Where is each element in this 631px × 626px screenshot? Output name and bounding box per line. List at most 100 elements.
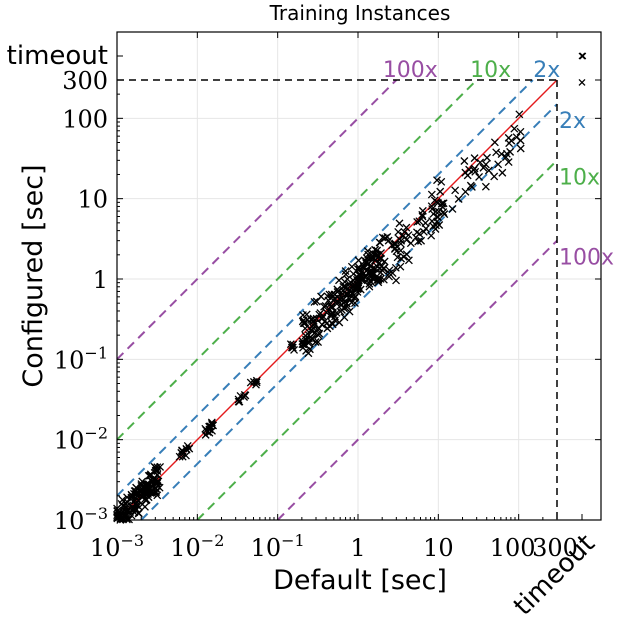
data-point-stroke [341,267,350,276]
data-point-stroke [349,282,358,291]
data-point-stroke [427,231,436,240]
data-point [363,247,372,255]
data-point [515,110,524,119]
data-point [394,228,403,236]
data-point-stroke [391,239,400,248]
data-point-stroke [402,236,411,244]
data-point-stroke [343,275,352,283]
data-point [516,127,525,136]
data-point-stroke [490,172,499,181]
data-point [328,308,337,317]
data-point [431,225,440,233]
data-point [418,210,427,219]
data-point [378,233,387,242]
data-point [152,488,161,496]
data-point-stroke [132,504,140,513]
data-point-stroke [471,167,480,176]
data-point-stroke [434,207,443,216]
diagonal-label-upper: 2x [533,58,560,83]
data-point-stroke [516,144,525,153]
data-point-stroke [303,315,312,324]
data-point-stroke [327,302,336,311]
data-point [319,312,328,321]
axis-ticks [116,32,601,521]
data-point-stroke [314,338,323,347]
data-point-stroke [431,225,440,233]
data-point-stroke [433,213,442,222]
data-point-stroke [415,217,424,226]
data-point [507,136,516,145]
data-point-stroke [347,262,356,271]
data-point-stroke [122,515,131,524]
data-point-stroke [345,279,353,288]
data-point-stroke [236,391,245,400]
data-point-stroke [354,263,363,272]
data-point-stroke [151,474,159,483]
data-point [328,320,337,329]
data-point [373,246,382,255]
data-point [327,290,336,299]
data-point [385,272,394,281]
data-point-stroke [395,219,404,228]
data-point-stroke [332,297,341,306]
y-tick-label: 100 [62,105,108,133]
data-point-stroke [310,297,319,306]
data-point-stroke [141,502,149,511]
data-points [113,52,587,524]
data-point [404,231,413,240]
data-point-stroke [470,164,479,173]
diagonal-label-upper: 100x [383,58,438,83]
data-point [396,246,405,255]
data-point-stroke [412,228,421,237]
data-point-stroke [460,157,469,165]
data-point-stroke [506,147,515,156]
data-point-stroke [334,286,343,295]
data-point-stroke [324,296,333,305]
data-point [246,378,255,387]
data-point [406,239,415,248]
data-point [367,271,376,280]
data-point-stroke [470,154,479,163]
data-point-stroke [144,471,153,480]
data-point [467,182,476,191]
y-tick-label: 10−1 [54,343,108,374]
data-point-stroke [132,489,141,498]
data-point [304,331,313,340]
data-point [205,422,214,431]
data-point-stroke [428,217,436,226]
data-point-stroke [377,254,385,263]
data-point [510,124,519,133]
data-point [234,397,243,406]
data-point-stroke [309,314,318,323]
data-point-stroke [311,338,320,346]
data-point-stroke [397,254,406,263]
data-point-stroke [504,158,513,166]
diagonal-labels: 2x 2x 10x 10x 100x 100x [383,58,614,271]
data-point-stroke [467,182,476,191]
x-tick-label: 10−3 [90,531,144,562]
data-point-stroke [152,488,161,496]
data-point-stroke [328,308,337,317]
data-point-stroke [305,345,314,354]
data-point [404,256,413,265]
data-point [384,236,393,245]
data-point-stroke [385,272,394,281]
data-point-stroke [427,190,436,199]
data-point [479,163,488,172]
data-point [132,504,140,513]
x-tick-label: 100 [490,534,536,562]
data-point [178,452,187,461]
data-point [139,490,148,499]
data-point-stroke [130,487,139,496]
data-point-stroke [131,499,140,507]
data-point [327,302,336,311]
data-point [512,133,521,142]
data-point-stroke [417,236,426,245]
data-point [415,217,424,226]
data-point [362,254,371,262]
data-point-stroke [118,495,127,504]
data-point-stroke [307,326,316,335]
data-point-stroke [392,276,401,285]
data-point-stroke [374,273,383,282]
